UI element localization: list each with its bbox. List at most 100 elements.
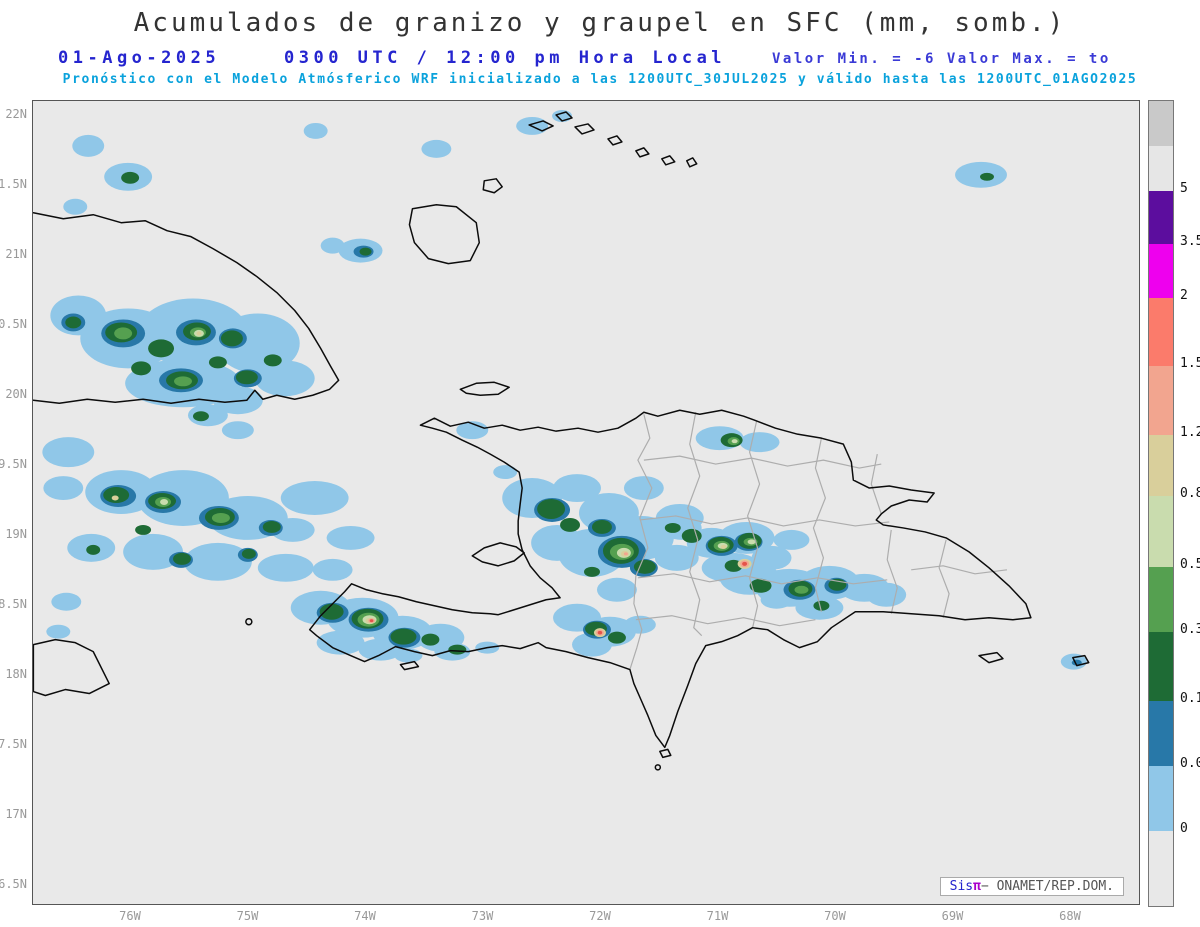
hail-shaded-area — [211, 512, 230, 523]
province-line — [635, 615, 816, 627]
hail-shaded-area — [623, 552, 628, 556]
hail-shaded-area — [794, 585, 809, 594]
lat-tick-label: 7.5N — [0, 737, 27, 751]
hail-shaded-area — [160, 499, 169, 505]
hail-shaded-area — [572, 632, 612, 657]
island-a-vache — [399, 660, 420, 671]
hail-shaded-area — [263, 354, 282, 367]
hail-shaded-area — [731, 439, 738, 444]
hail-shaded-area — [254, 360, 315, 397]
province-line — [870, 454, 882, 515]
hail-shaded-area — [43, 476, 84, 501]
hail-shaded-area — [421, 139, 452, 158]
hail-shaded-area — [813, 600, 830, 611]
hail-shaded-area — [262, 520, 281, 533]
attribution-pi-icon: π — [973, 879, 981, 894]
hail-shaded-area — [316, 630, 365, 655]
hail-shaded-area — [596, 577, 637, 602]
attribution-box: Sisπ− ONAMET/REP.DOM. — [939, 877, 1124, 896]
island-caicos — [635, 147, 650, 158]
hail-shaded-area — [46, 624, 71, 639]
minmax-label: Valor Min. = -6 Valor Max. = to — [772, 51, 1111, 67]
hail-shaded-area — [257, 553, 314, 582]
lat-tick-label: 21N — [5, 247, 27, 261]
island-tortuga — [459, 381, 510, 397]
hail-shaded-area — [531, 524, 584, 561]
hail-shaded-area — [212, 386, 263, 415]
hail-shaded-area — [221, 421, 254, 440]
lon-tick-label: 73W — [471, 909, 494, 923]
island-caicos — [574, 123, 595, 135]
lon-axis: 76W 75W 74W 73W 72W 71W 70W 69W 68W — [32, 909, 1140, 925]
hail-shaded-area — [72, 134, 105, 157]
hail-shaded-area — [390, 628, 417, 645]
province-borders — [629, 412, 1008, 670]
precip-blobs — [42, 109, 1087, 670]
province-line — [746, 421, 761, 628]
island-turks — [686, 157, 698, 168]
hail-shaded-area — [312, 558, 353, 581]
hail-shaded-area — [553, 474, 601, 503]
hail-shaded-area — [173, 552, 191, 565]
hail-shaded-area — [448, 644, 467, 655]
hail-shaded-area — [720, 544, 727, 549]
hail-shaded-area — [208, 356, 227, 369]
province-line — [911, 565, 1008, 575]
hail-shaded-area — [63, 198, 88, 215]
island-caicos — [661, 155, 676, 166]
hail-shaded-area — [135, 524, 152, 535]
lon-tick-label: 70W — [824, 909, 846, 923]
map-canvas: Sisπ− ONAMET/REP.DOM. — [32, 100, 1140, 905]
hail-shaded-area — [560, 517, 581, 532]
province-line — [639, 515, 890, 527]
lat-tick-label: 1.5N — [0, 177, 27, 191]
hail-shaded-area — [111, 495, 119, 501]
hail-shaded-area — [866, 582, 907, 607]
hail-shaded-area — [123, 533, 184, 570]
hail-shaded-area — [980, 172, 994, 181]
island-little-inagua — [482, 178, 503, 194]
hail-shaded-area — [664, 522, 681, 533]
hail-shaded-area — [270, 517, 315, 542]
lat-tick-label: 17N — [5, 807, 27, 821]
hail-shaded-area — [633, 559, 656, 574]
hail-shaded-area — [654, 544, 699, 571]
lat-tick-label: 22N — [5, 107, 27, 121]
hail-shaded-area — [421, 633, 440, 646]
colorbar-segment — [1149, 244, 1173, 298]
lon-tick-label: 72W — [589, 909, 611, 923]
coastline-cuba — [33, 211, 340, 404]
colorbar-segment — [1149, 831, 1173, 906]
colorbar-tick-label: 0.3 — [1180, 622, 1200, 637]
hail-shaded-area — [174, 376, 192, 387]
hail-shaded-area — [196, 331, 202, 336]
hail-shaded-area — [114, 327, 133, 340]
hail-shaded-area — [320, 237, 345, 254]
lon-tick-label: 68W — [1059, 909, 1081, 923]
colorbar-tick-label: 1.5 — [1180, 356, 1200, 371]
colorbar-segment — [1149, 632, 1173, 701]
island-great-inagua — [408, 203, 481, 265]
page-title: Acumulados de granizo y graupel en SFC (… — [133, 8, 1067, 38]
lat-tick-label: 6.5N — [0, 877, 27, 891]
lon-tick-label: 71W — [706, 909, 729, 923]
hail-shaded-area — [456, 421, 489, 440]
province-line — [886, 529, 898, 614]
hail-shaded-area — [326, 525, 375, 550]
hail-shaded-area — [537, 499, 566, 519]
lat-tick-label: 19N — [5, 527, 27, 541]
island-caicos — [607, 135, 623, 146]
hail-shaded-area — [103, 487, 130, 503]
hail-shaded-area — [121, 171, 140, 184]
colorbar-tick-label: 3.5 — [1180, 234, 1200, 249]
lat-tick-label: 20N — [5, 387, 27, 401]
hail-shaded-area — [131, 361, 152, 376]
coastlines — [33, 111, 1090, 771]
hail-shaded-area — [280, 481, 349, 515]
model-info-label: Pronóstico con el Modelo Atmósferico WRF… — [62, 72, 1138, 87]
colorbar — [1148, 100, 1174, 907]
colorbar-segment — [1149, 146, 1173, 191]
colorbar-segment — [1149, 101, 1173, 146]
hail-shaded-area — [773, 529, 810, 550]
